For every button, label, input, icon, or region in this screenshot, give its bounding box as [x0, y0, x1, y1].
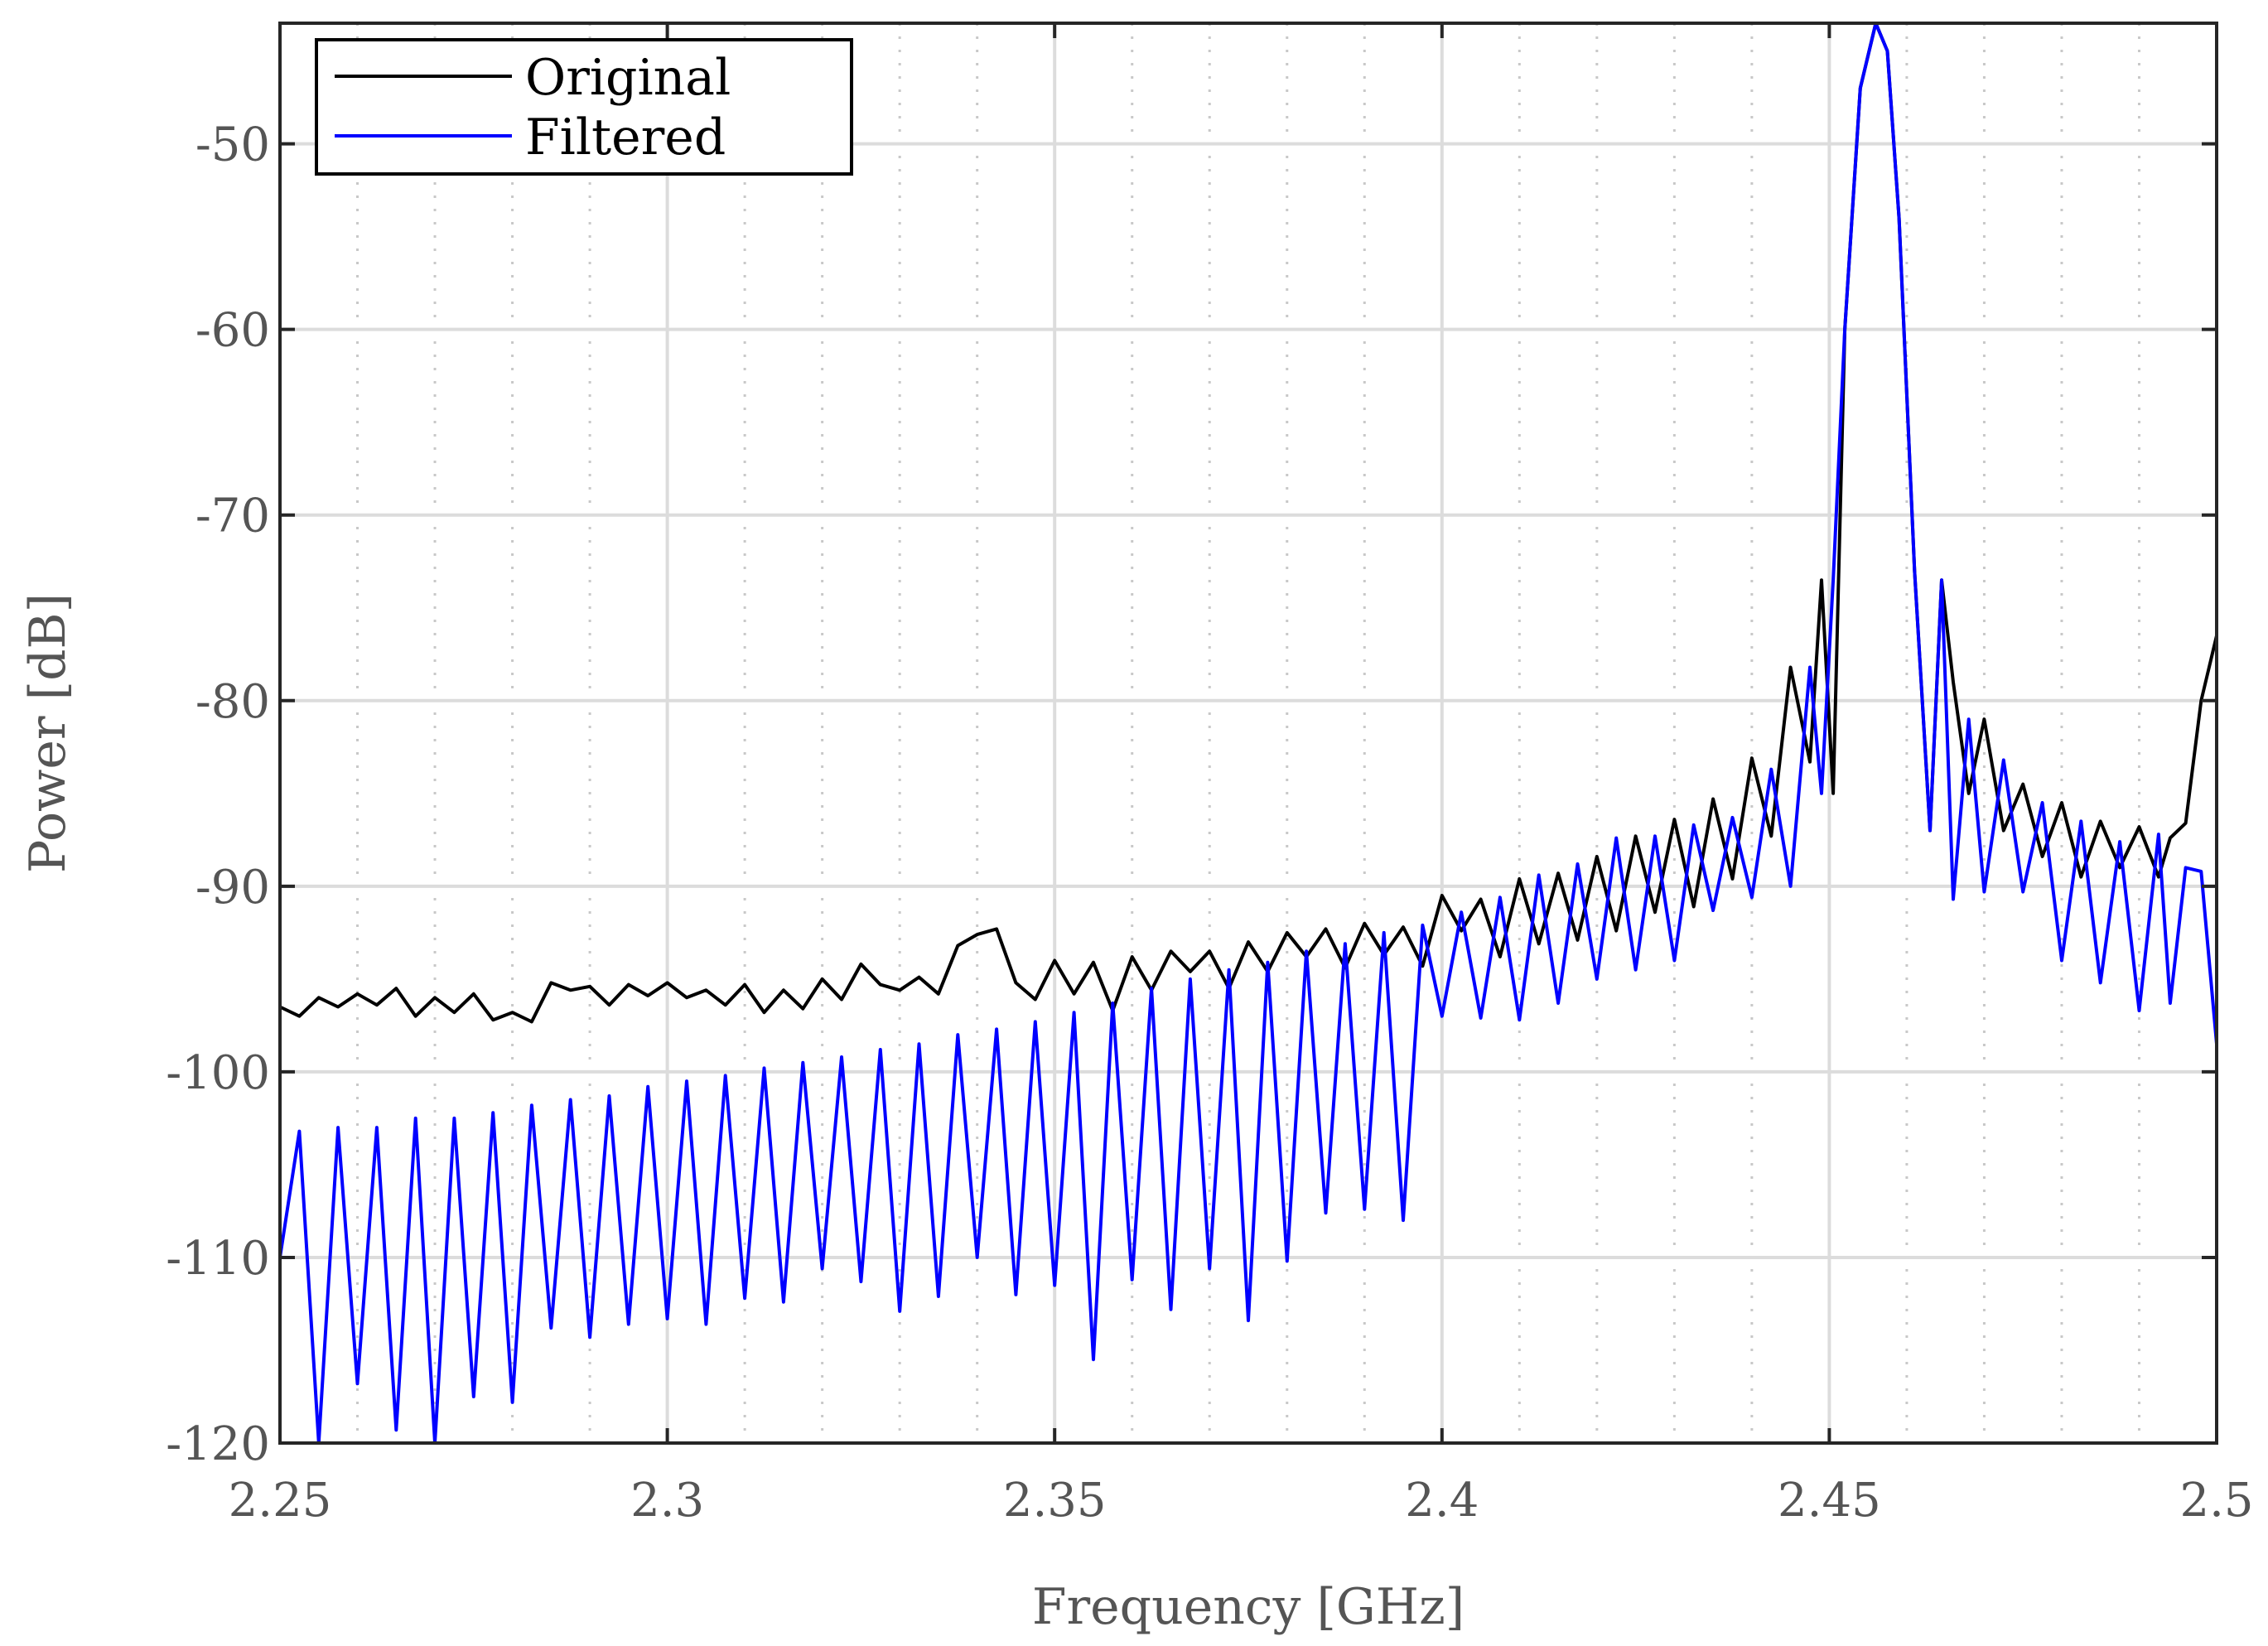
x-tick-label: 2.25 [229, 1474, 332, 1528]
y-axis-title: Power [dB] [19, 593, 77, 873]
x-tick-label: 2.45 [1778, 1474, 1881, 1528]
legend: Original Filtered [315, 38, 853, 176]
y-tick-label: -50 [195, 118, 270, 172]
x-tick-label: 2.3 [630, 1474, 704, 1528]
x-tick-label: 2.4 [1405, 1474, 1479, 1528]
x-tick-label: 2.5 [2179, 1474, 2253, 1528]
y-tick-labels: -120 -110 -100 -90 -80 -70 -60 -50 [166, 118, 270, 1471]
x-tick-label: 2.35 [1003, 1474, 1107, 1528]
series-layer [278, 22, 2218, 1445]
y-tick-label: -100 [166, 1046, 270, 1100]
y-tick-label: -110 [166, 1232, 270, 1286]
series-line-filtered [278, 22, 2218, 1445]
y-tick-label: -90 [195, 861, 270, 915]
legend-label-original: Original [525, 49, 731, 107]
plot-frame [278, 22, 2218, 1445]
legend-label-filtered: Filtered [525, 109, 726, 167]
x-axis-title: Frequency [GHz] [1032, 1578, 1465, 1636]
y-tick-label: -80 [195, 675, 270, 729]
legend-box [315, 38, 853, 176]
x-tick-labels: 2.25 2.3 2.35 2.4 2.45 2.5 [229, 1474, 2254, 1528]
y-tick-label: -70 [195, 490, 270, 543]
y-tick-label: -60 [195, 304, 270, 358]
axis-ticks [278, 23, 2218, 1445]
y-tick-label: -120 [166, 1417, 270, 1471]
